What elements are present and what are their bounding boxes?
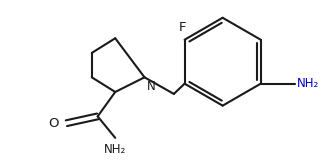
Text: F: F <box>179 21 186 34</box>
Text: NH₂: NH₂ <box>297 77 319 90</box>
Text: O: O <box>48 117 59 130</box>
Text: N: N <box>147 80 155 93</box>
Text: NH₂: NH₂ <box>104 143 126 156</box>
